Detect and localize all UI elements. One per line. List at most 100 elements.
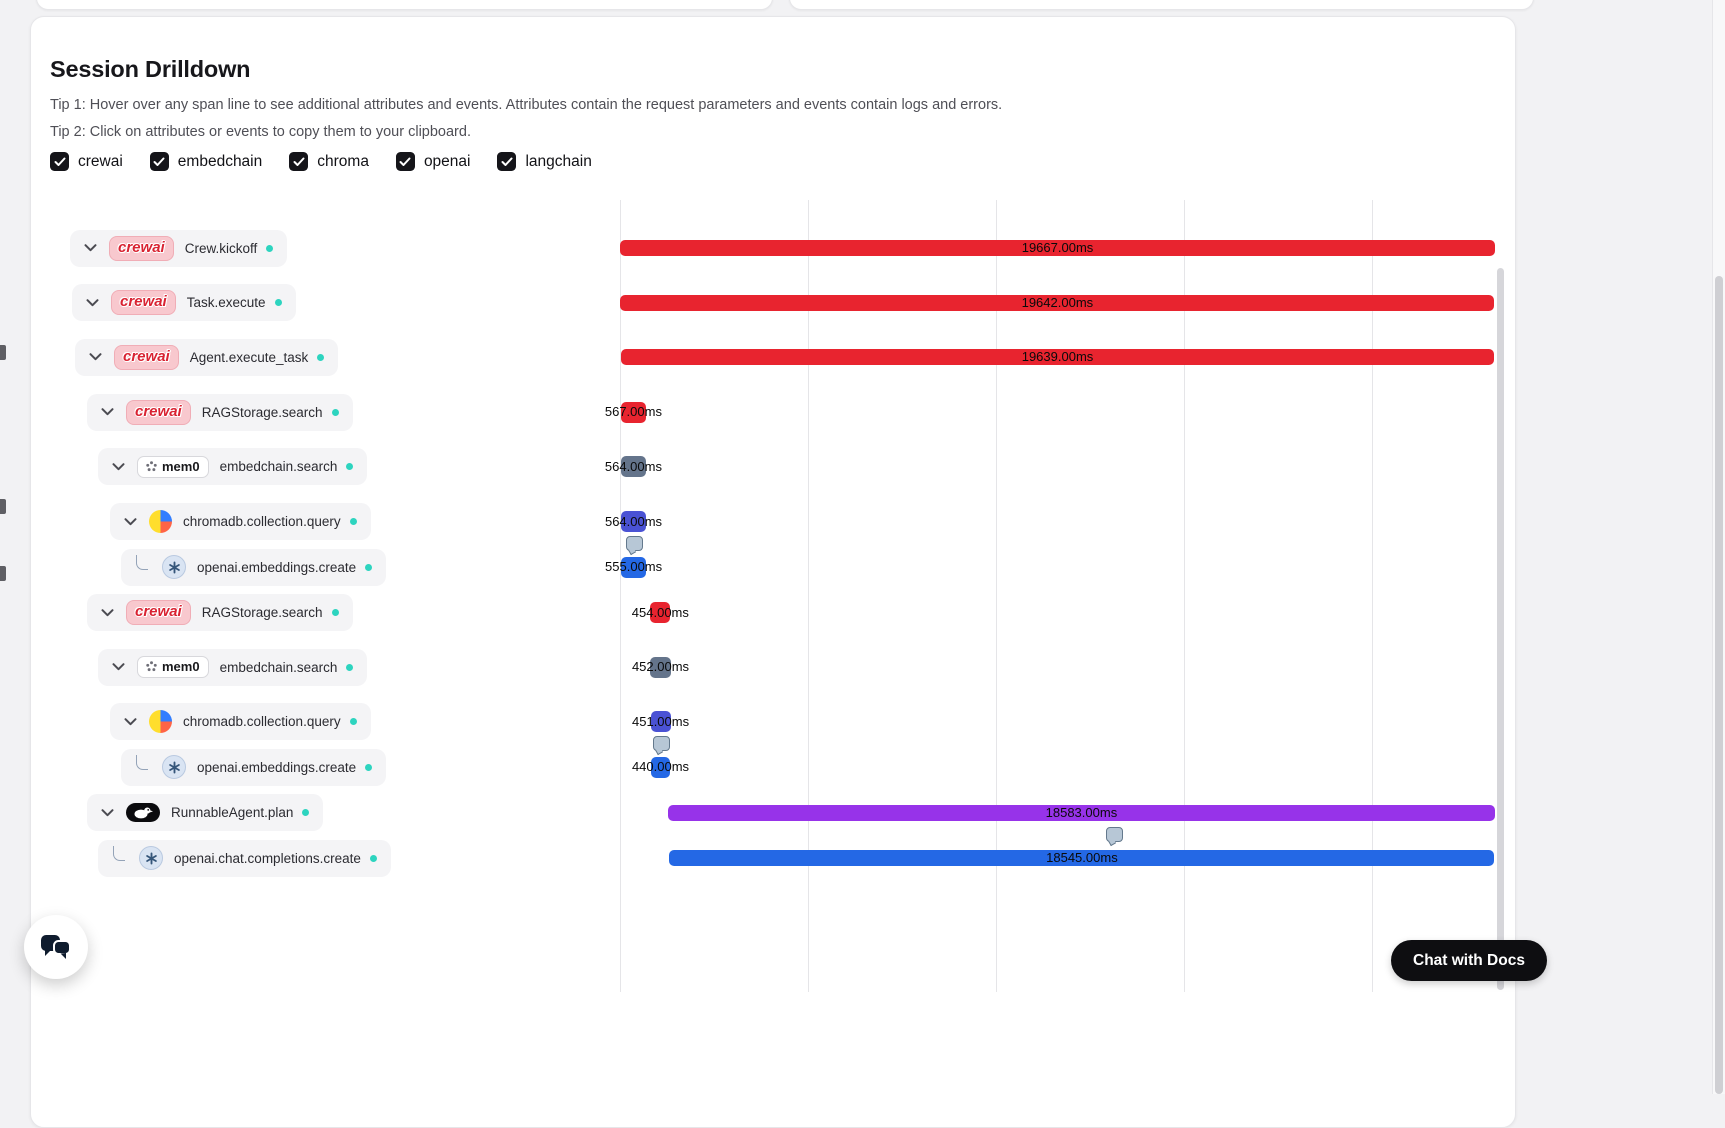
span-duration-label: 451.00ms xyxy=(632,713,690,729)
crewai-logo: crewai xyxy=(126,399,191,425)
event-bubble-icon[interactable] xyxy=(625,536,643,555)
tip-1: Tip 1: Hover over any span line to see a… xyxy=(50,96,1003,113)
page-scrollbar-thumb[interactable] xyxy=(1714,276,1723,1094)
filter-openai[interactable]: openai xyxy=(395,152,470,171)
checkbox-chroma[interactable] xyxy=(289,152,309,171)
chevron-down-icon[interactable] xyxy=(85,298,99,308)
span-duration-label: 440.00ms xyxy=(631,759,690,775)
span-name: Agent.execute_task xyxy=(189,349,309,365)
chevron-glyph xyxy=(86,298,98,306)
span-name: RunnableAgent.plan xyxy=(171,805,294,821)
span-duration-bar[interactable] xyxy=(669,850,1495,867)
chevron-down-icon[interactable] xyxy=(100,608,114,618)
chevron-glyph xyxy=(124,517,136,525)
top-card-right xyxy=(789,0,1534,10)
span-duration-bar[interactable] xyxy=(620,456,646,478)
status-dot xyxy=(365,563,373,571)
status-dot xyxy=(331,609,339,616)
event-bubble-icon[interactable] xyxy=(653,736,671,755)
span-duration-bar[interactable] xyxy=(620,294,1495,311)
checkbox-embedchain[interactable] xyxy=(149,152,169,171)
span-duration-bar[interactable] xyxy=(650,711,671,733)
event-bubble-icon[interactable] xyxy=(1106,827,1124,846)
chevron-down-icon[interactable] xyxy=(123,517,137,527)
chevron-down-icon[interactable] xyxy=(111,662,125,672)
span-row-RAGStorage.search: crewai RAGStorage.search xyxy=(87,393,353,431)
langchain-logo xyxy=(126,803,160,823)
trace-waterfall: crewai Crew.kickoff 19667.00ms crewai Task.e… xyxy=(70,200,1495,992)
checkbox-openai[interactable] xyxy=(395,152,415,171)
span-duration-label: 454.00ms xyxy=(631,604,689,620)
checkbox-langchain[interactable] xyxy=(497,152,517,171)
span-name: Crew.kickoff xyxy=(184,240,258,256)
chat-widget-button[interactable] xyxy=(24,915,88,979)
span-duration-bar[interactable] xyxy=(650,756,671,778)
chat-with-docs-button[interactable]: Chat with Docs xyxy=(1391,940,1547,981)
filter-embedchain[interactable]: embedchain xyxy=(149,152,263,171)
span-duration-bar[interactable] xyxy=(620,240,1495,256)
openai-knot-icon xyxy=(168,761,180,774)
chevron-down-icon[interactable] xyxy=(83,243,97,253)
chevron-glyph xyxy=(112,663,124,671)
span-duration-label: 564.00ms xyxy=(604,513,663,529)
filter-chroma[interactable]: chroma xyxy=(289,152,369,171)
span-name: openai.embeddings.create xyxy=(197,759,357,775)
status-dot xyxy=(317,353,325,361)
openai-knot-icon xyxy=(145,852,157,865)
span-duration-label: 18545.00ms xyxy=(1046,850,1118,866)
span-row-openai.chat.completions.create: openai.chat.completions.create xyxy=(98,839,391,877)
status-dot xyxy=(266,244,274,252)
langchain-parrot-icon xyxy=(134,807,153,819)
tree-elbow-connector xyxy=(136,554,148,570)
chevron-down-icon[interactable] xyxy=(88,352,102,362)
chevron-down-icon[interactable] xyxy=(100,407,114,417)
span-row-chromadb.collection.query: chromadb.collection.query xyxy=(110,703,371,741)
span-name: embedchain.search xyxy=(219,459,338,475)
span-row-chromadb.collection.query: chromadb.collection.query xyxy=(110,503,371,540)
tip-2: Tip 2: Click on attributes or events to … xyxy=(50,123,471,140)
span-duration-bar[interactable] xyxy=(621,556,646,578)
openai-logo xyxy=(162,755,186,780)
mem0-logo: mem0 xyxy=(137,455,209,478)
filter-label-crewai: crewai xyxy=(78,152,123,170)
checkbox-crewai[interactable] xyxy=(50,152,69,171)
chevron-glyph xyxy=(101,809,113,817)
span-duration-label: 555.00ms xyxy=(605,559,663,574)
span-duration-bar[interactable] xyxy=(650,656,671,678)
chevron-down-icon[interactable] xyxy=(111,462,125,472)
span-row-Task.execute: crewai Task.execute xyxy=(72,284,296,322)
span-duration-bar[interactable] xyxy=(620,349,1495,366)
span-row-Crew.kickoff: crewai Crew.kickoff xyxy=(70,229,288,267)
tree-elbow-connector xyxy=(113,845,125,861)
status-dot xyxy=(346,663,354,671)
span-row-embedchain.search: mem0 embedchain.search xyxy=(98,448,368,486)
chevron-down-icon[interactable] xyxy=(100,808,114,818)
span-duration-label: 18583.00ms xyxy=(1045,804,1118,820)
status-dot xyxy=(331,408,339,416)
span-duration-bar[interactable] xyxy=(668,804,1495,821)
timeline-gridline xyxy=(620,200,621,992)
filter-crewai[interactable]: crewai xyxy=(50,152,123,171)
chevron-down-icon[interactable] xyxy=(123,717,137,727)
mem0-wordmark: mem0 xyxy=(162,659,200,675)
span-row-Agent.execute_task: crewai Agent.execute_task xyxy=(75,338,339,376)
status-dot xyxy=(346,463,354,471)
span-name: chromadb.collection.query xyxy=(183,514,341,529)
span-row-RAGStorage.search: crewai RAGStorage.search xyxy=(87,594,353,631)
filter-langchain[interactable]: langchain xyxy=(497,152,592,171)
span-duration-bar[interactable] xyxy=(620,511,647,532)
span-duration-bar[interactable] xyxy=(620,401,647,423)
mem0-logo: mem0 xyxy=(137,656,209,679)
openai-knot-icon xyxy=(168,561,180,573)
span-row-embedchain.search: mem0 embedchain.search xyxy=(98,648,368,686)
service-filters: crewai embedchain chroma openai langchain xyxy=(50,152,592,171)
span-duration-label: 567.00ms xyxy=(604,404,662,420)
span-name: chromadb.collection.query xyxy=(183,714,341,730)
checkmark-icon xyxy=(54,157,65,166)
filter-label-embedchain: embedchain xyxy=(177,152,263,170)
span-name: openai.chat.completions.create xyxy=(174,850,361,866)
panel-scrollbar-thumb[interactable] xyxy=(1497,268,1504,990)
checkmark-icon xyxy=(293,157,305,166)
span-duration-bar[interactable] xyxy=(650,602,671,623)
